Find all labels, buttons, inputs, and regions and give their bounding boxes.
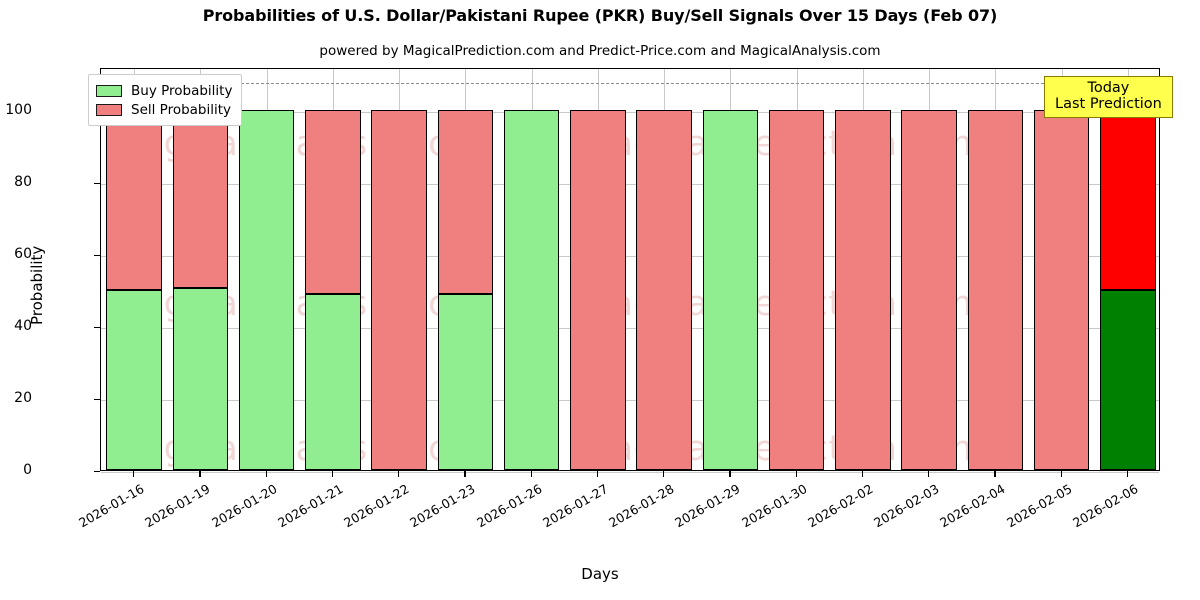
y-tick-label: 0 [23,462,32,478]
legend-item-buy[interactable]: Buy Probability [96,81,232,100]
y-tick-label: 20 [14,390,32,407]
bar[interactable] [1033,67,1090,470]
bar-segment-buy[interactable] [106,290,162,470]
x-tick-mark [663,471,665,477]
x-tick-mark [1060,471,1062,477]
bar[interactable] [503,67,560,470]
bar-segment-sell[interactable] [768,110,825,470]
x-tick-mark [265,471,267,477]
chart-legend[interactable]: Buy Probability Sell Probability [88,74,243,126]
gridline [101,256,1159,258]
chart-title: Probabilities of U.S. Dollar/Pakistani R… [202,6,998,25]
bar[interactable] [901,67,957,470]
y-tick-mark [94,255,100,257]
x-tick-mark [398,471,400,477]
gridline [101,112,1159,114]
legend-swatch-buy [96,84,122,97]
x-tick-mark [530,471,532,477]
reference-line [101,83,1159,85]
gridline [101,472,1159,473]
x-tick-mark [928,471,930,477]
bar[interactable] [371,67,427,470]
bar-segment-sell[interactable] [1033,110,1090,470]
bar[interactable] [967,67,1024,470]
x-tick-mark [1126,471,1129,477]
legend-label-buy: Buy Probability [131,82,233,99]
today-annotation: Today Last Prediction [1044,76,1173,119]
bar-segment-sell[interactable] [172,110,229,289]
bar[interactable] [437,67,494,470]
bar-segment-buy[interactable] [172,288,229,470]
gridline [101,328,1159,330]
bar-segment-sell[interactable] [371,110,427,470]
x-tick-mark [199,471,201,477]
bar-segment-sell[interactable] [570,110,626,470]
y-tick-label: 100 [5,102,32,119]
bar-segment-sell[interactable] [106,110,162,291]
y-tick-label: 60 [14,246,32,263]
x-tick-mark [795,471,797,477]
y-tick-label: 80 [14,174,32,191]
bar-segment-sell[interactable] [305,110,361,294]
y-tick-label: 40 [14,318,32,335]
x-tick-mark [729,471,731,477]
y-tick-mark [94,471,100,473]
y-tick-mark [94,399,100,401]
bar-segment-buy[interactable] [437,293,494,470]
bar[interactable] [702,67,759,470]
legend-swatch-sell [96,103,122,116]
x-tick-mark [596,471,599,477]
bar[interactable] [238,67,295,470]
bar-segment-buy[interactable] [503,110,560,470]
gridline [101,184,1159,186]
bar-segment-sell[interactable] [967,110,1024,470]
bar-segment-buy[interactable] [238,110,295,470]
bar-segment-buy[interactable] [305,293,361,470]
x-tick-mark [861,471,864,477]
bar[interactable] [106,67,162,470]
bar[interactable] [835,67,891,470]
bar-segment-sell[interactable] [901,110,957,470]
plot-area: MagicalAnalysis.comMagicalPrediction.com… [100,68,1160,473]
bar-today[interactable] [1100,67,1156,470]
bar[interactable] [172,67,229,470]
gridline [101,400,1159,402]
x-tick-mark [994,471,996,477]
x-tick-mark [133,471,135,477]
bar-segment-buy[interactable] [702,110,759,470]
bar[interactable] [305,67,361,470]
chart-subtitle: powered by MagicalPrediction.com and Pre… [319,43,881,59]
x-axis-label: Days [581,565,619,583]
bar-segment-sell[interactable] [835,110,891,470]
bar-segment-sell[interactable] [1100,110,1156,291]
bar-segment-buy[interactable] [1100,290,1156,470]
legend-item-sell[interactable]: Sell Probability [96,100,232,119]
bar-segment-sell[interactable] [437,110,494,294]
bar-series [101,69,1159,470]
today-annotation-line1: Today [1087,80,1130,96]
x-tick-mark [464,471,466,477]
today-annotation-line2: Last Prediction [1055,96,1162,113]
bar[interactable] [768,67,825,470]
bar-segment-sell[interactable] [636,110,692,470]
y-tick-mark [94,183,100,185]
legend-label-sell: Sell Probability [131,101,232,118]
bar[interactable] [570,67,626,470]
x-tick-mark [331,471,334,477]
y-tick-mark [94,327,100,329]
bar[interactable] [636,67,692,470]
